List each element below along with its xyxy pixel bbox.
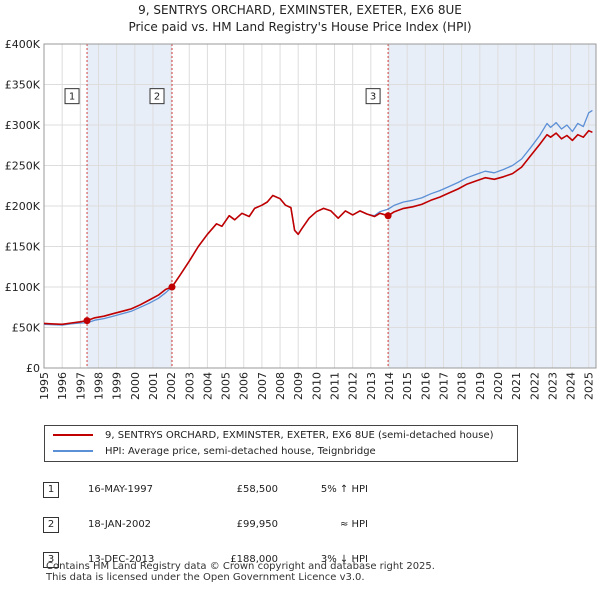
x-tick-label: 2008	[274, 372, 287, 400]
legend-label-property: 9, SENTRYS ORCHARD, EXMINSTER, EXETER, E…	[105, 430, 494, 441]
y-tick-label: £0	[26, 362, 40, 375]
sales-table: 1 16-MAY-1997 £58,500 5% ↑ HPI 2 18-JAN-…	[40, 472, 368, 577]
title-line-1: 9, SENTRYS ORCHARD, EXMINSTER, EXETER, E…	[138, 3, 462, 17]
series-line-property	[43, 129, 593, 326]
x-tick-label: 1997	[74, 372, 87, 400]
sale-price: £58,500	[236, 484, 278, 495]
x-tick-label: 2018	[456, 372, 469, 400]
x-tick-label: 2025	[583, 372, 596, 400]
x-tick-label: 1998	[92, 372, 105, 400]
table-row: 2 18-JAN-2002 £99,950 ≈ HPI	[40, 507, 368, 542]
x-tick-label: 2006	[238, 372, 251, 400]
sale-date: 13-DEC-2013	[88, 554, 155, 565]
sale-number-badge: 1	[43, 481, 59, 498]
x-tick-label: 2021	[510, 372, 523, 400]
table-row: 3 13-DEC-2013 £188,000 3% ↓ HPI	[40, 542, 368, 577]
sale-hpi-change: 3% ↓ HPI	[320, 554, 368, 565]
sale-hpi-change: 5% ↑ HPI	[320, 484, 368, 495]
chart-title: 9, SENTRYS ORCHARD, EXMINSTER, EXETER, E…	[0, 2, 600, 36]
x-tick-label: 1999	[111, 372, 124, 400]
x-tick-label: 2020	[492, 372, 505, 400]
sale-hpi-change: ≈ HPI	[339, 519, 368, 530]
title-line-2: Price paid vs. HM Land Registry's House …	[128, 20, 472, 34]
x-tick-label: 2013	[365, 372, 378, 400]
sale-point	[384, 212, 392, 220]
sale-marker-label: 3	[370, 92, 376, 103]
x-tick-label: 2010	[310, 372, 323, 400]
legend-item-hpi: HPI: Average price, semi-detached house,…	[53, 444, 376, 460]
footer-attribution: Contains HM Land Registry data © Crown c…	[46, 561, 435, 583]
sale-number-badge: 3	[43, 551, 59, 568]
x-tick-label: 2014	[383, 372, 396, 400]
x-tick-label: 2012	[347, 372, 360, 400]
sale-number-badge: 2	[43, 516, 59, 533]
sale-price: £188,000	[230, 554, 278, 565]
sale-point	[168, 283, 176, 291]
x-tick-label: 2000	[129, 372, 142, 400]
x-tick-label: 2016	[419, 372, 432, 400]
sale-marker-box	[64, 88, 80, 105]
legend-swatch-hpi	[53, 450, 93, 452]
x-tick-label: 2024	[565, 372, 578, 400]
x-tick-label: 2011	[329, 372, 342, 400]
x-tick-label: 1995	[38, 372, 51, 400]
x-tick-label: 2001	[147, 372, 160, 400]
sale-marker-label: 2	[154, 92, 160, 103]
x-tick-label: 2002	[165, 372, 178, 400]
x-tick-label: 2009	[292, 372, 305, 400]
legend-label-hpi: HPI: Average price, semi-detached house,…	[105, 446, 376, 457]
sale-date: 18-JAN-2002	[88, 519, 152, 530]
x-tick-label: 2003	[183, 372, 196, 400]
y-tick-label: £400K	[5, 38, 41, 51]
x-tick-label: 2017	[437, 372, 450, 400]
sale-date: 16-MAY-1997	[88, 484, 154, 495]
table-row: 1 16-MAY-1997 £58,500 5% ↑ HPI	[40, 472, 368, 507]
sale-marker-box	[149, 88, 165, 105]
x-tick-label: 2019	[474, 372, 487, 400]
sale-point	[83, 317, 91, 325]
sale-marker-label: 1	[69, 92, 75, 103]
legend-item-property: 9, SENTRYS ORCHARD, EXMINSTER, EXETER, E…	[53, 428, 494, 444]
plot-frame	[43, 43, 597, 369]
x-tick-label: 2007	[256, 372, 269, 400]
y-tick-label: £100K	[5, 281, 41, 294]
x-tick-label: 2022	[528, 372, 541, 400]
y-tick-label: £200K	[5, 200, 41, 213]
y-tick-label: £150K	[5, 241, 41, 254]
footer-line-1: Contains HM Land Registry data © Crown c…	[46, 561, 435, 572]
y-tick-label: £250K	[5, 160, 41, 173]
sale-marker-box	[365, 88, 381, 105]
price-chart: £0 £50K £100K £150K £200K £250K £300K £350K £400…	[5, 38, 597, 400]
x-tick-label: 2015	[401, 372, 414, 400]
x-tick-label: 2005	[220, 372, 233, 400]
x-tick-label: 1996	[56, 372, 69, 400]
x-tick-label: 2004	[201, 372, 214, 400]
x-tick-label: 2023	[546, 372, 559, 400]
sale-price: £99,950	[236, 519, 278, 530]
legend-swatch-property	[53, 434, 93, 436]
y-tick-label: £300K	[5, 119, 41, 132]
footer-line-2: This data is licensed under the Open Gov…	[46, 572, 365, 583]
chart-legend: 9, SENTRYS ORCHARD, EXMINSTER, EXETER, E…	[44, 425, 518, 462]
y-tick-label: £50K	[12, 322, 41, 335]
y-tick-label: £350K	[5, 79, 41, 92]
